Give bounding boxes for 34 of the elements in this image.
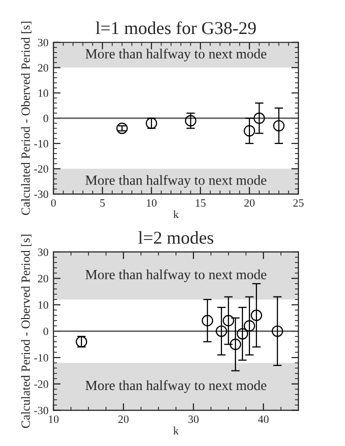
y-tick-label: 20 — [38, 274, 48, 282]
band-label: More than halfway to next mode — [86, 48, 266, 62]
chart-title: l=1 modes for G38-29 — [96, 21, 256, 34]
y-tick-label: -30 — [34, 406, 48, 414]
y-axis-title: Calculated Period - Oberved Period [s] — [21, 234, 32, 428]
x-tick-label: 0 — [51, 199, 56, 207]
band-label: More than halfway to next mode — [86, 269, 266, 282]
x-axis-title: k — [173, 426, 179, 434]
x-tick-label: 15 — [196, 199, 206, 207]
x-axis-title: k — [173, 210, 179, 218]
x-tick-label: 20 — [118, 416, 129, 423]
chart-title: l=2 modes — [138, 231, 214, 244]
y-tick-label: 30 — [38, 38, 48, 46]
band-label: More than halfway to next mode — [86, 174, 266, 188]
x-tick-label: 20 — [244, 199, 255, 207]
y-tick-label: -20 — [34, 165, 48, 173]
y-axis-title: Calculated Period - Oberved Period [s] — [21, 22, 32, 216]
y-tick-label: -20 — [34, 380, 48, 388]
y-tick-label: 10 — [38, 301, 48, 309]
y-tick-label: -30 — [34, 190, 48, 198]
band-label: More than halfway to next mode — [86, 380, 266, 393]
y-tick-label: -10 — [34, 140, 48, 148]
y-tick-label: 30 — [38, 248, 48, 256]
y-tick-label: -10 — [34, 354, 48, 362]
y-tick-label: 20 — [38, 64, 48, 72]
x-tick-label: 25 — [293, 199, 304, 207]
y-tick-label: 0 — [43, 328, 48, 336]
x-tick-label: 40 — [258, 416, 269, 423]
y-tick-label: 0 — [43, 114, 48, 122]
x-tick-label: 30 — [188, 416, 199, 423]
x-tick-label: 5 — [100, 199, 105, 207]
y-tick-label: 10 — [38, 89, 48, 97]
x-tick-label: 10 — [146, 199, 157, 207]
x-tick-label: 10 — [48, 416, 59, 423]
